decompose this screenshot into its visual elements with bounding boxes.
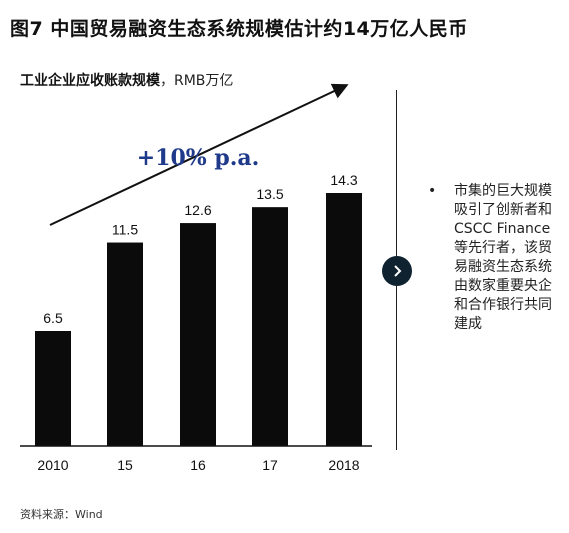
side-note-text: 市集的巨大规模吸引了创新者和CSCC Finance等先行者，该贸易融资生态系统… — [454, 183, 552, 332]
growth-annotation: +10% p.a. — [137, 145, 260, 171]
bar-2010 — [35, 331, 71, 446]
bar-17 — [252, 207, 288, 446]
figure-title: 图7 中国贸易融资生态系统规模估计约14万亿人民币 — [10, 18, 468, 40]
category-label-17: 17 — [262, 457, 278, 473]
bars-group: 6.5 2010 11.5 15 12.6 16 13.5 17 14.3 2018 — [35, 172, 362, 473]
subtitle-bold: 工业企业应收账款规模 — [20, 73, 160, 89]
bullet-dot: • — [428, 183, 437, 199]
source-note: 资料来源：Wind — [20, 508, 103, 521]
value-label-2010: 6.5 — [43, 310, 63, 326]
bar-15 — [107, 242, 143, 446]
category-label-16: 16 — [190, 457, 206, 473]
side-note: • 市集的巨大规模吸引了创新者和CSCC Finance等先行者，该贸易融资生态… — [428, 182, 560, 334]
value-label-2018: 14.3 — [330, 172, 357, 188]
bar-2018 — [326, 193, 362, 446]
value-label-15: 11.5 — [112, 222, 138, 238]
category-label-2010: 2010 — [37, 457, 68, 473]
value-label-16: 12.6 — [184, 202, 211, 218]
category-label-2018: 2018 — [328, 457, 359, 473]
bar-16 — [180, 223, 216, 446]
value-label-17: 13.5 — [256, 186, 283, 202]
trend-arrow — [49, 83, 349, 226]
next-button[interactable] — [382, 256, 412, 286]
subtitle-unit: ，RMB万亿 — [160, 73, 234, 89]
chart-subtitle: 工业企业应收账款规模，RMB万亿 — [20, 70, 233, 90]
chevron-right-icon — [394, 265, 402, 277]
category-label-15: 15 — [117, 457, 133, 473]
